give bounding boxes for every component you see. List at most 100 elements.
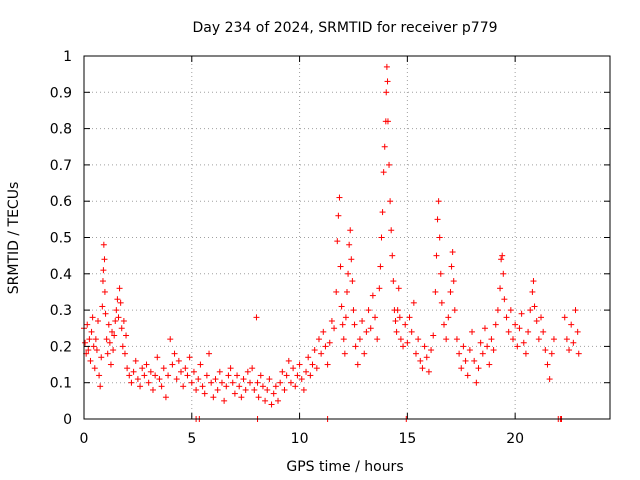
data-point xyxy=(294,372,301,379)
data-point xyxy=(369,292,376,299)
y-tick-label: 0.2 xyxy=(50,339,72,355)
data-point xyxy=(253,314,260,321)
data-point xyxy=(520,339,527,346)
data-point xyxy=(384,78,391,85)
data-point xyxy=(450,278,457,285)
x-tick-label: 15 xyxy=(398,431,416,447)
data-point xyxy=(318,350,325,357)
data-point xyxy=(324,361,331,368)
data-point xyxy=(106,339,113,346)
data-point xyxy=(397,336,404,343)
data-point xyxy=(279,368,286,375)
data-point xyxy=(255,394,262,401)
data-point xyxy=(287,379,294,386)
data-point xyxy=(471,357,478,364)
data-point xyxy=(272,383,279,390)
data-point xyxy=(500,270,507,277)
data-point xyxy=(415,336,422,343)
data-points xyxy=(81,63,582,422)
data-point xyxy=(522,350,529,357)
data-point xyxy=(347,227,354,234)
data-point xyxy=(342,314,349,321)
data-point xyxy=(197,361,204,368)
data-point xyxy=(97,383,104,390)
data-point xyxy=(268,401,275,408)
data-point xyxy=(514,343,521,350)
data-point xyxy=(114,296,121,303)
data-point xyxy=(326,339,333,346)
data-point xyxy=(529,288,536,295)
data-point xyxy=(575,350,582,357)
data-point xyxy=(389,252,396,259)
data-point xyxy=(417,357,424,364)
data-point xyxy=(348,256,355,263)
data-point xyxy=(421,343,428,350)
data-point xyxy=(392,317,399,324)
data-point xyxy=(456,350,463,357)
data-point xyxy=(111,332,118,339)
data-point xyxy=(320,328,327,335)
data-point xyxy=(475,365,482,372)
data-point xyxy=(393,328,400,335)
data-point xyxy=(203,372,210,379)
data-point xyxy=(335,212,342,219)
data-point xyxy=(336,194,343,201)
data-point xyxy=(173,376,180,383)
data-point xyxy=(481,325,488,332)
data-point xyxy=(218,379,225,386)
data-point xyxy=(139,365,146,372)
data-point xyxy=(469,328,476,335)
data-point xyxy=(367,325,374,332)
data-point xyxy=(462,357,469,364)
data-point xyxy=(346,241,353,248)
x-tick-label: 5 xyxy=(187,431,196,447)
data-point xyxy=(387,198,394,205)
data-point xyxy=(473,379,480,386)
data-point xyxy=(386,161,393,168)
data-point xyxy=(533,317,540,324)
data-point xyxy=(338,303,345,310)
data-point xyxy=(322,343,329,350)
data-point xyxy=(223,383,230,390)
y-tick-label: 0.6 xyxy=(50,194,72,210)
data-point xyxy=(212,376,219,383)
data-point xyxy=(542,347,549,354)
data-point xyxy=(460,343,467,350)
data-point xyxy=(95,317,102,324)
data-point xyxy=(270,390,277,397)
data-point xyxy=(251,386,258,393)
data-point xyxy=(494,307,501,314)
data-point xyxy=(281,386,288,393)
data-point xyxy=(193,386,200,393)
chart-title: Day 234 of 2024, SRMTID for receiver p77… xyxy=(192,20,497,36)
data-point xyxy=(428,347,435,354)
data-point xyxy=(184,372,191,379)
data-point xyxy=(307,372,314,379)
data-point xyxy=(356,336,363,343)
data-point xyxy=(303,368,310,375)
data-point xyxy=(128,379,135,386)
data-point xyxy=(396,314,403,321)
data-point xyxy=(490,347,497,354)
data-point xyxy=(309,361,316,368)
data-point xyxy=(447,288,454,295)
data-point xyxy=(574,328,581,335)
data-point xyxy=(229,379,236,386)
data-point xyxy=(290,365,297,372)
data-point xyxy=(540,328,547,335)
data-point xyxy=(530,278,537,285)
data-point xyxy=(311,347,318,354)
data-point xyxy=(162,394,169,401)
data-point xyxy=(113,307,120,314)
data-point xyxy=(344,288,350,295)
data-point xyxy=(445,314,452,321)
data-point xyxy=(525,328,532,335)
data-point xyxy=(443,336,450,343)
data-point xyxy=(141,372,148,379)
data-point xyxy=(404,339,411,346)
data-point xyxy=(339,321,346,328)
data-point xyxy=(210,394,217,401)
data-point xyxy=(349,278,356,285)
data-point xyxy=(130,368,137,375)
data-point xyxy=(101,256,108,263)
